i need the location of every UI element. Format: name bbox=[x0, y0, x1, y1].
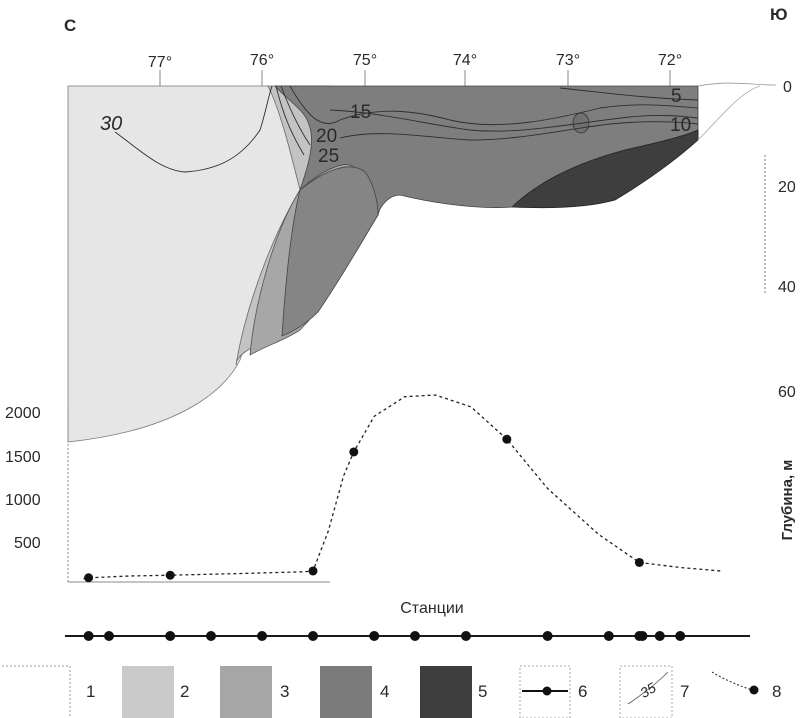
lat-tick: 75° bbox=[353, 52, 377, 69]
contour-label: 25 bbox=[318, 146, 339, 167]
lat-tick: 74° bbox=[453, 52, 477, 69]
contour-label: 10 bbox=[670, 115, 691, 136]
legend-swatch-2 bbox=[122, 666, 174, 718]
station-dot bbox=[542, 631, 553, 641]
station-dot bbox=[603, 631, 614, 641]
profile-point bbox=[308, 566, 318, 576]
isoline-5 bbox=[559, 87, 699, 101]
station-dot bbox=[410, 631, 420, 641]
depth-tick: 40 bbox=[778, 279, 796, 296]
isoline-25 bbox=[275, 85, 305, 156]
legend-swatch-7-frame bbox=[619, 665, 673, 718]
south-label: Ю bbox=[770, 5, 788, 24]
lat-tick: 76° bbox=[250, 52, 274, 69]
legend-item-6: 6 bbox=[578, 682, 587, 701]
station-dot bbox=[165, 631, 176, 641]
legend-swatch-5 bbox=[420, 666, 472, 718]
isoline-10 bbox=[339, 121, 699, 141]
legend-swatch-7-isoline bbox=[627, 671, 669, 705]
station-dot bbox=[461, 631, 471, 641]
section-fills bbox=[67, 85, 699, 443]
depth-tick: 20 bbox=[778, 179, 796, 196]
legend-swatch-6-dot bbox=[542, 686, 552, 696]
station-dot bbox=[83, 631, 94, 641]
legend-swatch-4 bbox=[320, 666, 372, 718]
station-dot bbox=[206, 631, 216, 641]
station-dot bbox=[257, 631, 267, 641]
legend-swatch-7-label: 35 bbox=[637, 679, 659, 701]
profile-y-tick: 2000 bbox=[5, 405, 41, 422]
legend-item-5: 5 bbox=[478, 682, 487, 701]
station-dot bbox=[637, 631, 648, 641]
legend-swatch-6-frame bbox=[519, 665, 571, 718]
depth-tick: 60 bbox=[778, 384, 796, 401]
contour-label: 20 bbox=[316, 126, 337, 147]
profile-y-tick: 1000 bbox=[5, 492, 41, 509]
isoline-30 bbox=[114, 85, 273, 173]
legend-swatch-8-dot bbox=[749, 685, 759, 695]
legend-swatch-3 bbox=[220, 666, 272, 718]
right-surface-line bbox=[697, 82, 777, 87]
lat-tick: 77° bbox=[148, 54, 172, 71]
zone-4-deep-fill bbox=[281, 166, 379, 337]
profile-point bbox=[165, 570, 175, 580]
isolines bbox=[114, 85, 699, 173]
contour-label: 30 bbox=[100, 113, 122, 135]
legend-item-4: 4 bbox=[380, 682, 389, 701]
station-dot bbox=[675, 631, 686, 641]
profile-y-tick: 500 bbox=[14, 535, 41, 552]
profile-points bbox=[84, 434, 644, 583]
station-dot bbox=[369, 631, 380, 641]
bottom-profile-panel: 2000 1500 1000 500 bbox=[5, 394, 722, 583]
station-dot bbox=[104, 631, 114, 641]
legend-item-2: 2 bbox=[180, 682, 189, 701]
legend-item-7: 7 bbox=[680, 682, 689, 701]
profile-point bbox=[349, 447, 359, 457]
isoline-20 bbox=[280, 85, 311, 146]
station-dot bbox=[654, 631, 665, 641]
profile-point bbox=[634, 557, 644, 567]
profile-point bbox=[502, 434, 512, 444]
legend-swatch-1 bbox=[0, 665, 71, 718]
isoline-15b bbox=[329, 109, 699, 132]
legend-item-3: 3 bbox=[280, 682, 289, 701]
isoline-15 bbox=[289, 85, 699, 126]
profile-y-tick: 1500 bbox=[5, 449, 41, 466]
legend-item-1: 1 bbox=[86, 682, 95, 701]
contour-label: 5 bbox=[671, 86, 682, 107]
latitude-axis: 77° 76° 75° 74° 73° 72° bbox=[148, 52, 682, 87]
right-bottom-line bbox=[697, 85, 761, 141]
station-dots bbox=[83, 631, 686, 641]
profile-dashed-line bbox=[83, 394, 722, 580]
legend: 1 2 3 4 5 6 35 7 8 bbox=[0, 665, 781, 718]
lat-tick: 73° bbox=[556, 52, 580, 69]
contour-label: 15 bbox=[350, 102, 371, 123]
legend-item-8: 8 bbox=[772, 682, 781, 701]
station-dot bbox=[308, 631, 318, 641]
legend-swatch-8-line bbox=[711, 671, 753, 691]
depth-tick: 0 bbox=[783, 79, 792, 96]
lat-tick: 72° bbox=[658, 52, 682, 69]
north-label: С bbox=[64, 16, 76, 35]
depth-axis-label: Глубина, м bbox=[779, 460, 796, 541]
stations-label: Станции bbox=[400, 600, 463, 617]
profile-point bbox=[84, 573, 94, 583]
